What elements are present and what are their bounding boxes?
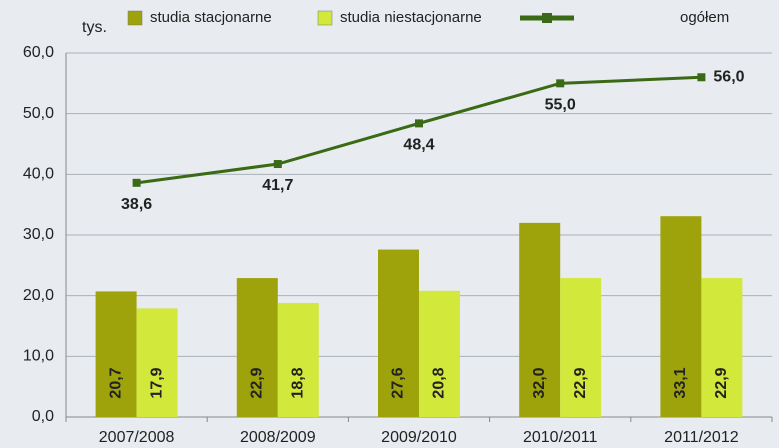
line-marker [556,79,565,88]
bar-value-label: 17,9 [148,367,165,398]
line-marker [132,178,141,187]
x-tick-label: 2010/2011 [523,429,598,446]
line-value-label: 48,4 [403,137,434,154]
bar [95,291,137,417]
legend-swatch [317,10,333,26]
legend-marker [542,13,552,23]
bar [701,278,743,417]
bar [519,222,561,417]
bar-value-label: 32,0 [531,367,548,398]
line-marker [273,160,282,169]
bar [419,290,460,417]
bar [136,308,178,417]
x-tick-label: 2009/2010 [381,429,457,446]
line-marker [415,119,423,128]
line-value-label: 38,6 [121,196,152,213]
line-value-label: 41,7 [262,177,293,194]
bar-value-label: 22,9 [249,367,266,398]
bar-value-label: 33,1 [672,367,689,398]
y-tick-label: 0,0 [32,408,54,425]
y-tick-label: 20,0 [23,287,54,304]
legend-label: studia stacjonarne [150,9,272,26]
x-tick-label: 2007/2008 [99,429,175,446]
bar [660,216,702,417]
unit-label: tys. [82,19,107,36]
line-marker [697,73,706,82]
bar [378,249,419,417]
legend-label: studia niestacjonarne [340,9,482,26]
y-tick-label: 60,0 [23,44,54,61]
x-tick-label: 2011/2012 [664,429,739,446]
line-value-label: 56,0 [713,68,744,85]
bar-value-label: 22,9 [572,367,589,398]
bar-value-label: 20,8 [431,367,448,398]
bar [236,278,278,417]
bar-value-label: 27,6 [390,367,407,398]
bar [560,278,602,417]
bar-value-label: 20,7 [107,367,124,398]
legend-label: ogółem [680,9,729,26]
legend-swatch [127,10,143,26]
line-value-label: 55,0 [545,97,576,114]
y-tick-label: 50,0 [23,105,54,122]
bar-value-label: 18,8 [290,367,307,398]
y-tick-label: 10,0 [23,348,54,365]
line [136,75,702,185]
y-tick-label: 30,0 [23,226,54,243]
bar-value-label: 22,9 [713,367,730,398]
x-tick-label: 2008/2009 [240,429,316,446]
bar [277,302,319,417]
y-tick-label: 40,0 [23,166,54,183]
